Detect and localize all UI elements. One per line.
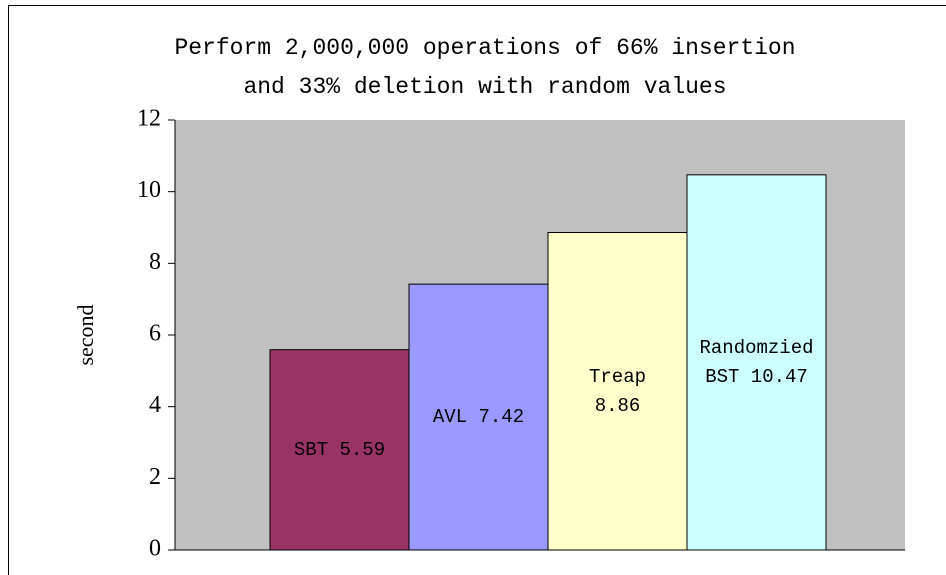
data-label: AVL 7.42: [433, 406, 524, 428]
bar: [547, 232, 688, 551]
data-label-line: AVL 7.42: [433, 406, 524, 428]
y-axis-label: second: [73, 304, 98, 365]
data-label-line: Randomzied: [699, 337, 813, 359]
y-tick-label: 4: [149, 392, 161, 418]
data-label-line: SBT 5.59: [294, 439, 385, 461]
chart-title: and 33% deletion with random values: [243, 74, 726, 100]
bar: [408, 283, 549, 551]
y-tick-label: 12: [137, 106, 161, 132]
bar: [269, 349, 410, 551]
y-tick-label: 0: [149, 536, 161, 562]
y-tick-label: 6: [149, 321, 161, 347]
data-label: Treap 8.86: [589, 366, 646, 417]
y-tick-label: 2: [149, 464, 161, 490]
data-label: Randomzied BST 10.47: [699, 337, 813, 388]
y-tick-label: 10: [137, 177, 161, 203]
bar: [686, 174, 827, 551]
y-tick-label: 8: [149, 249, 161, 275]
data-label: SBT 5.59: [294, 439, 385, 461]
chart-title: Perform 2,000,000 operations of 66% inse…: [174, 35, 795, 61]
data-label-line: Treap: [589, 366, 646, 388]
data-label-line: BST 10.47: [705, 366, 808, 388]
data-label-line: 8.86: [595, 395, 641, 417]
